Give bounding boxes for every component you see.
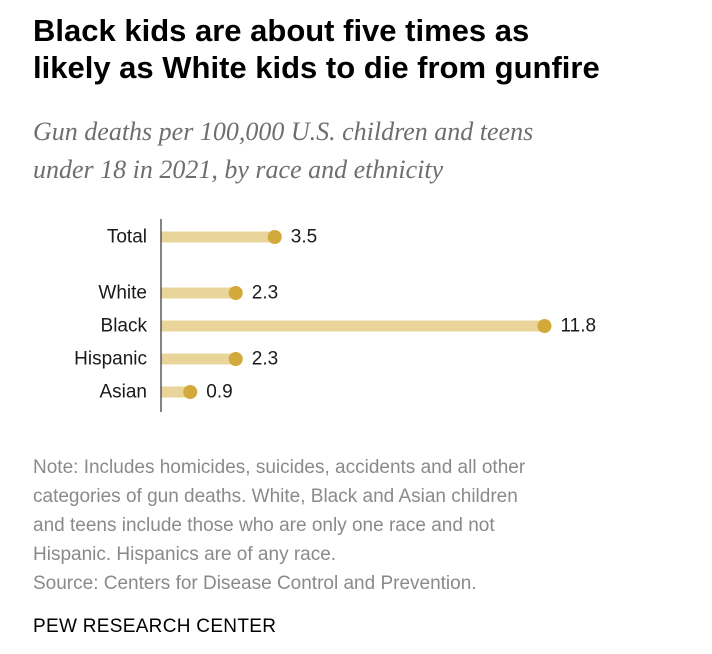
title-line-1: Black kids are about five times as bbox=[33, 13, 530, 48]
category-label-hispanic: Hispanic bbox=[74, 349, 147, 370]
bar-total bbox=[161, 231, 275, 243]
source-line: Source: Centers for Disease Control and … bbox=[33, 573, 477, 594]
dot-white bbox=[228, 286, 243, 300]
value-label-asian: 0.9 bbox=[206, 382, 232, 403]
category-label-total: Total bbox=[107, 227, 147, 248]
bar-asian bbox=[161, 386, 191, 398]
lollipop-bar-chart: Total 3.5 White 2.3 Black 11.8 Hispanic 2.3 Asia… bbox=[74, 219, 597, 412]
category-label-asian: Asian bbox=[99, 382, 147, 403]
value-label-hispanic: 2.3 bbox=[252, 349, 278, 370]
note-line-3: and teens include those who are only one… bbox=[33, 515, 495, 536]
dot-total bbox=[267, 230, 282, 244]
title-line-2: likely as White kids to die from gunfire bbox=[33, 50, 600, 85]
value-label-black: 11.8 bbox=[561, 316, 597, 337]
chart-subtitle: Gun deaths per 100,000 U.S. children and… bbox=[33, 113, 693, 189]
note-line-1: Note: Includes homicides, suicides, acci… bbox=[33, 457, 526, 478]
value-label-total: 3.5 bbox=[291, 227, 317, 248]
bar-white bbox=[161, 287, 236, 299]
category-label-black: Black bbox=[101, 316, 148, 337]
dot-asian bbox=[183, 385, 198, 399]
dot-hispanic bbox=[228, 352, 243, 366]
category-label-white: White bbox=[98, 283, 147, 304]
subtitle-line-1: Gun deaths per 100,000 U.S. children and… bbox=[33, 117, 534, 146]
chart-note: Note: Includes homicides, suicides, acci… bbox=[33, 453, 673, 598]
chart-title: Black kids are about five times as likel… bbox=[33, 12, 693, 86]
bar-hispanic bbox=[161, 353, 236, 365]
value-label-white: 2.3 bbox=[252, 283, 278, 304]
bar-black bbox=[161, 320, 545, 332]
note-line-4: Hispanic. Hispanics are of any race. bbox=[33, 544, 337, 565]
note-line-2: categories of gun deaths. White, Black a… bbox=[33, 486, 518, 507]
subtitle-line-2: under 18 in 2021, by race and ethnicity bbox=[33, 155, 444, 184]
pew-research-center-logo: PEW RESEARCH CENTER bbox=[33, 616, 277, 637]
dot-black bbox=[537, 319, 552, 333]
